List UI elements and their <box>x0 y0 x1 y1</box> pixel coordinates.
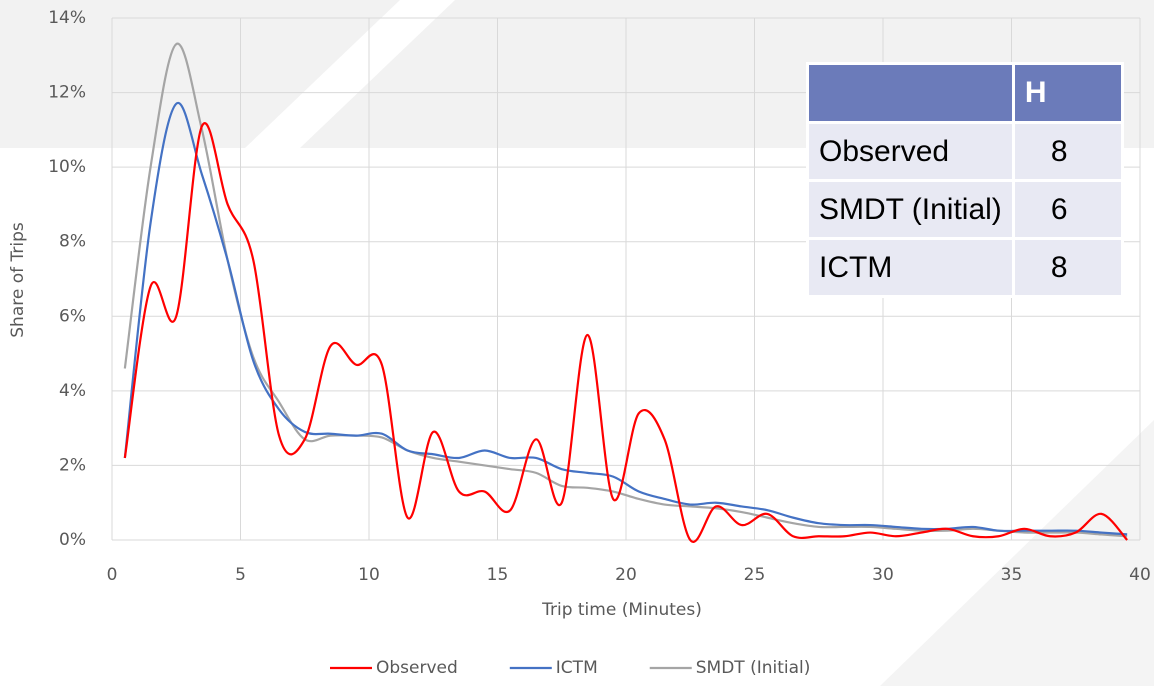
table-cell: SMDT (Initial) <box>806 179 1015 240</box>
x-tick-label: 15 <box>487 565 509 585</box>
y-tick-label: 4% <box>59 381 86 401</box>
x-tick-label: 20 <box>615 565 637 585</box>
y-tick-label: 8% <box>59 232 86 252</box>
background-stripe <box>880 420 1154 686</box>
table-cell: Observed <box>806 121 1015 182</box>
table-cell: ICTM <box>806 237 1015 298</box>
y-tick-label: 14% <box>48 8 86 28</box>
x-tick-label: 10 <box>358 565 380 585</box>
y-tick-label: 0% <box>59 530 86 550</box>
x-tick-label: 35 <box>1001 565 1023 585</box>
table-row: SMDT (Initial) 6 <box>806 179 1124 240</box>
table-cell: 8 <box>1011 237 1124 298</box>
x-tick-label: 25 <box>744 565 766 585</box>
y-axis-title: Share of Trips <box>8 222 28 338</box>
y-tick-label: 10% <box>48 157 86 177</box>
x-axis-title: Trip time (Minutes) <box>541 600 702 620</box>
legend-label: Observed <box>376 658 458 678</box>
x-tick-label: 0 <box>107 565 118 585</box>
table-row: ICTM 8 <box>806 237 1124 298</box>
x-tick-label: 30 <box>872 565 894 585</box>
series-line <box>123 122 1128 543</box>
background-stripe <box>245 0 455 148</box>
table-header-row: H <box>806 62 1124 124</box>
y-tick-label: 2% <box>59 455 86 475</box>
legend-label: SMDT (Initial) <box>696 658 811 678</box>
y-tick-label: 6% <box>59 306 86 326</box>
table-header-cell: H <box>1011 62 1124 124</box>
summary-table: H Observed 8 SMDT (Initial) 6 ICTM 8 <box>806 62 1124 298</box>
legend-label: ICTM <box>556 658 598 678</box>
x-tick-label: 5 <box>235 565 246 585</box>
table-header-cell <box>806 62 1015 124</box>
table-cell: 6 <box>1011 179 1124 240</box>
x-tick-label: 40 <box>1129 565 1151 585</box>
table-row: Observed 8 <box>806 121 1124 182</box>
table-cell: 8 <box>1011 121 1124 182</box>
y-tick-label: 12% <box>48 83 86 103</box>
